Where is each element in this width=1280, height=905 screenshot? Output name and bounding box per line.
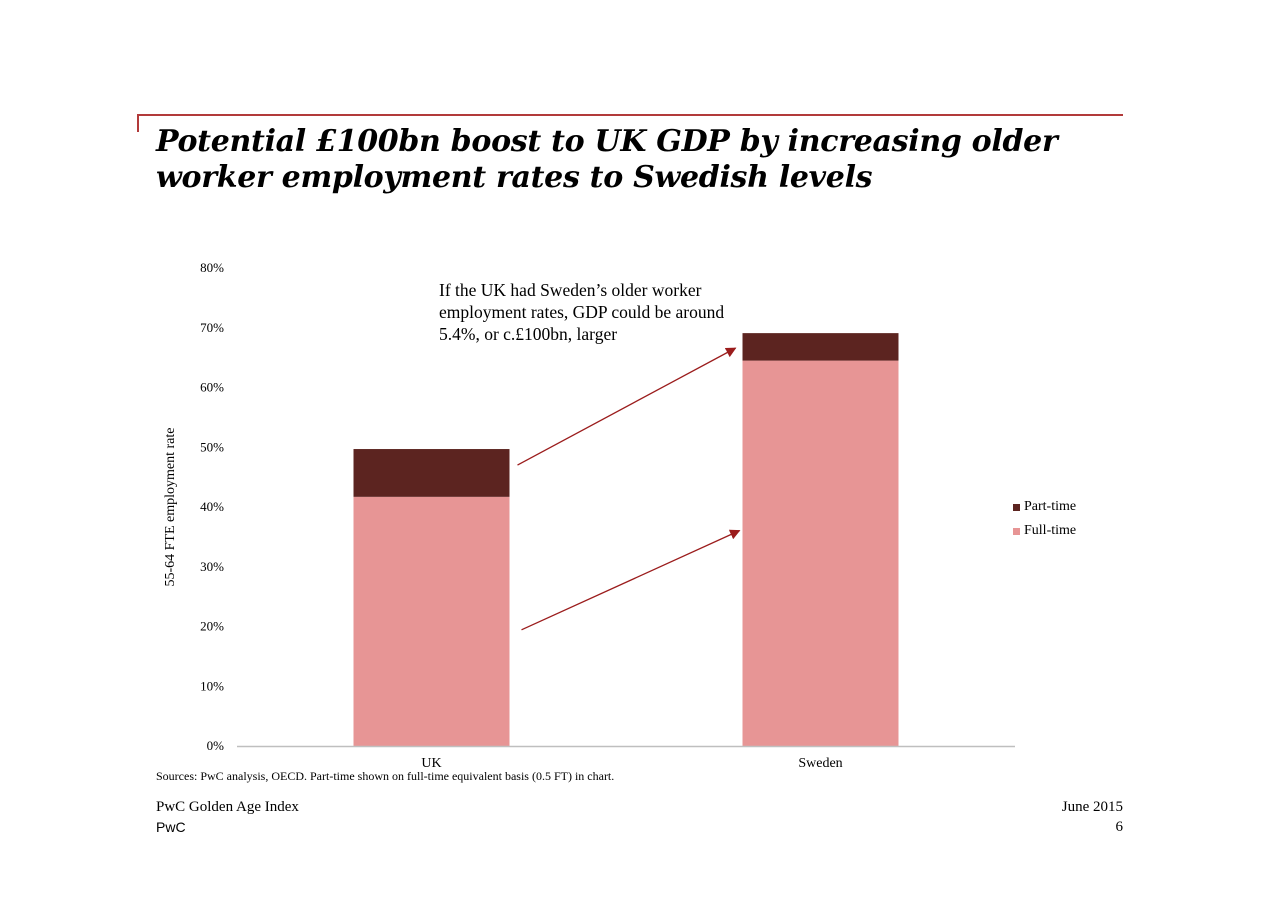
y-tick-label: 0% bbox=[207, 738, 225, 753]
bar-part-time-uk bbox=[353, 449, 510, 497]
y-axis-title: 55-64 FTE employment rate bbox=[163, 427, 178, 586]
page-number: 6 bbox=[1115, 819, 1124, 835]
y-tick-label: 60% bbox=[200, 380, 224, 395]
part-time-arrow bbox=[517, 347, 737, 466]
y-tick-label: 10% bbox=[200, 678, 224, 693]
legend-item-part-time: Part-time bbox=[1013, 495, 1076, 519]
annotation-line: employment rates, GDP could be around bbox=[439, 302, 725, 322]
legend-swatch-full-time bbox=[1013, 527, 1020, 535]
title-rule bbox=[137, 114, 1123, 116]
chart-legend: Part-time Full-time bbox=[1013, 495, 1076, 543]
legend-label: Part-time bbox=[1024, 499, 1077, 514]
y-tick-label: 30% bbox=[200, 559, 224, 574]
x-tick-label: UK bbox=[421, 756, 441, 771]
slide-title: Potential £100bn boost to UK GDP by incr… bbox=[156, 124, 1116, 196]
y-tick-label: 80% bbox=[200, 260, 224, 275]
bar-part-time-sweden bbox=[742, 333, 899, 361]
x-tick-label: Sweden bbox=[798, 756, 842, 771]
footer-report-name: PwC Golden Age Index bbox=[156, 799, 299, 815]
legend-label: Full-time bbox=[1024, 523, 1077, 538]
y-tick-label: 70% bbox=[200, 320, 224, 335]
sources-note: Sources: PwC analysis, OECD. Part-time s… bbox=[156, 769, 615, 783]
y-tick-label: 20% bbox=[200, 619, 224, 634]
title-rule-corner bbox=[137, 114, 139, 132]
slide-title-line: worker employment rates to Swedish level… bbox=[156, 160, 873, 195]
annotation-line: If the UK had Sweden’s older worker bbox=[439, 280, 702, 300]
legend-swatch-part-time bbox=[1013, 503, 1020, 511]
annotation-line: 5.4%, or c.£100bn, larger bbox=[439, 324, 618, 344]
bar-full-time-sweden bbox=[742, 360, 899, 746]
footer-brand: PwC bbox=[156, 819, 186, 835]
footer-date: June 2015 bbox=[1061, 799, 1123, 815]
slide-title-line: Potential £100bn boost to UK GDP by incr… bbox=[156, 124, 1058, 159]
y-tick-label: 50% bbox=[200, 439, 224, 454]
chart-annotation: If the UK had Sweden’s older worker empl… bbox=[439, 279, 799, 345]
full-time-arrow bbox=[521, 529, 741, 631]
y-tick-label: 40% bbox=[200, 499, 224, 514]
legend-item-full-time: Full-time bbox=[1013, 519, 1076, 543]
bar-full-time-uk bbox=[353, 496, 510, 746]
